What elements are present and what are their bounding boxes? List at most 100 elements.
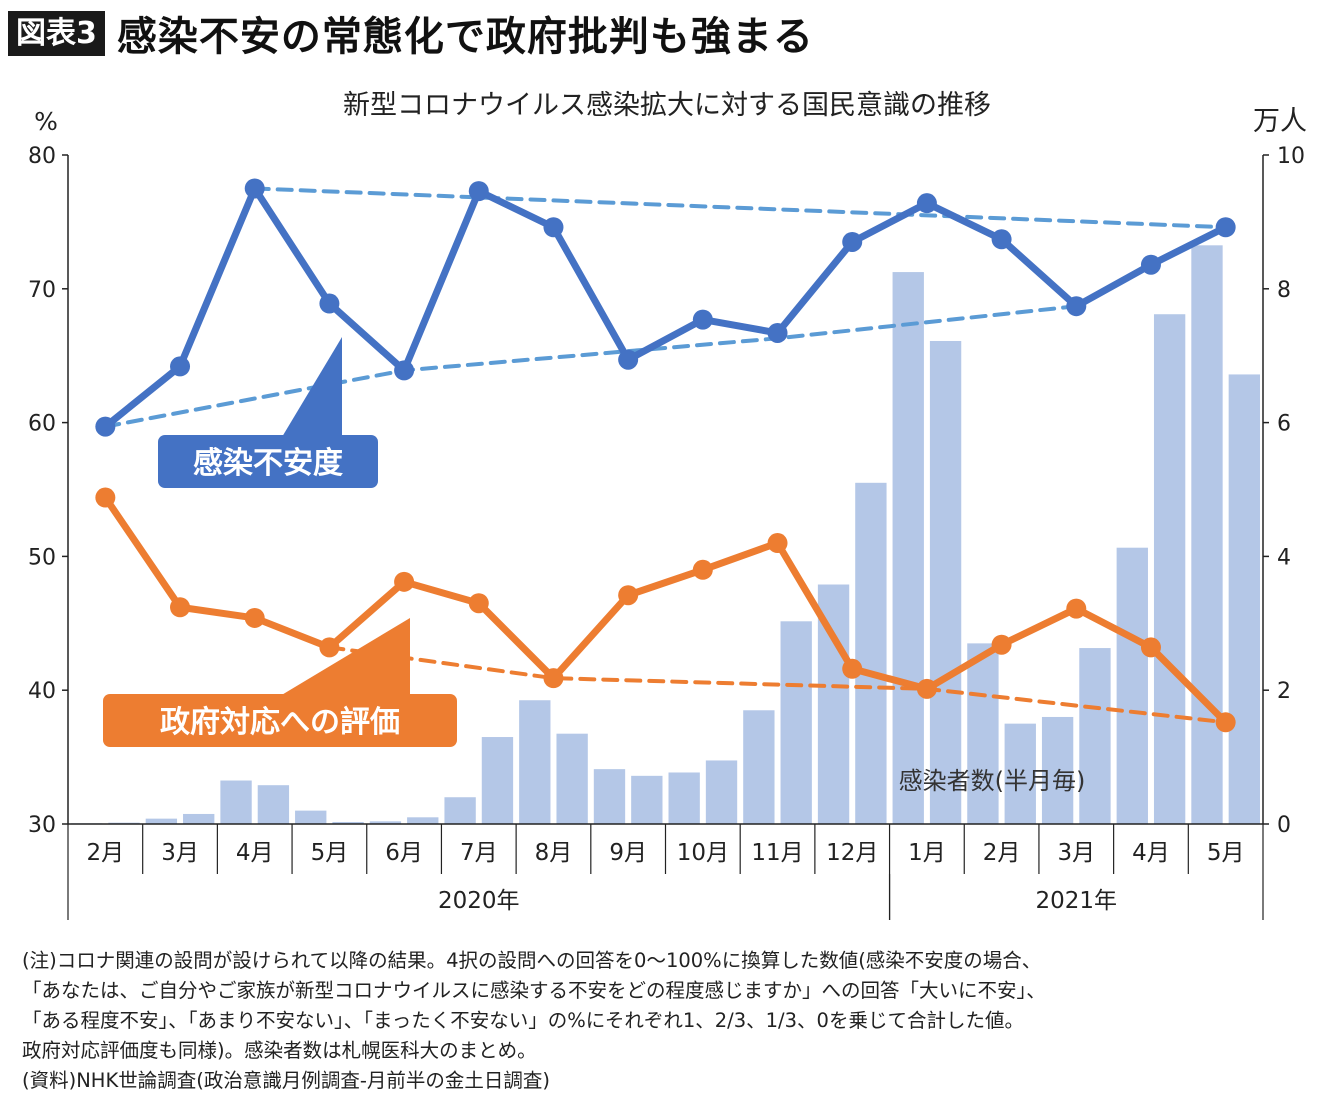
left-axis-tick-label: 30: [28, 813, 56, 838]
right-axis-tick-label: 6: [1277, 412, 1291, 437]
month-label: 6月: [385, 840, 423, 866]
left-axis-tick-label: 80: [28, 144, 56, 169]
month-label: 8月: [535, 840, 573, 866]
infection-bar: [929, 340, 962, 824]
left-axis-tick-label: 70: [28, 278, 56, 303]
series-point: [692, 559, 713, 580]
series-point: [916, 678, 937, 699]
figure-headline: 感染不安の常態化で政府批判も強まる: [116, 14, 814, 60]
infection-bar: [481, 737, 514, 824]
infection-bar: [183, 813, 215, 824]
series-point: [394, 571, 415, 592]
infection-bar: [1041, 716, 1074, 824]
infection-bar: [295, 810, 327, 824]
footnotes: (注)コロナ関連の設問が設けられて以降の結果。4択の設問への回答を0〜100%に…: [22, 946, 1322, 1096]
infection-bar: [631, 775, 663, 824]
chart-title: 新型コロナウイルス感染拡大に対する国民意識の推移: [343, 90, 991, 121]
infection-anxiety-chart: 新型コロナウイルス感染拡大に対する国民意識の推移 % 万人 3040506070…: [28, 90, 1307, 920]
series-point: [692, 309, 713, 330]
month-label: 4月: [236, 840, 274, 866]
infection-bar: [519, 700, 551, 824]
month-label: 2月: [87, 840, 125, 866]
series-point: [618, 349, 639, 370]
month-label: 5月: [1207, 840, 1245, 866]
series-point: [618, 585, 639, 606]
month-label: 9月: [609, 840, 647, 866]
month-label: 12月: [826, 840, 878, 866]
month-label: 4月: [1132, 840, 1170, 866]
month-label: 7月: [460, 840, 498, 866]
left-axis-unit: %: [34, 107, 58, 136]
series-line: [102, 495, 1229, 725]
month-label: 11月: [751, 840, 803, 866]
infection-bar: [145, 818, 178, 824]
right-axis-tick-label: 2: [1277, 679, 1291, 704]
infection-bar: [967, 643, 999, 824]
series-point: [767, 322, 788, 343]
infection-bar: [892, 272, 924, 824]
right-axis-unit: 万人: [1253, 106, 1307, 137]
right-axis-tick-label: 8: [1277, 278, 1291, 303]
evaluation-callout-pointer: [280, 618, 410, 696]
series-point: [1215, 217, 1236, 238]
anxiety-callout-label: 感染不安度: [193, 446, 343, 481]
infection-bar: [332, 821, 364, 824]
series-point: [244, 607, 265, 628]
series-point: [842, 658, 863, 679]
infection-bar: [1079, 648, 1111, 824]
series-point: [543, 668, 564, 689]
series-point: [468, 593, 489, 614]
figure-header: 図表3 感染不安の常態化で政府批判も強まる: [8, 8, 814, 60]
footnote-line: (注)コロナ関連の設問が設けられて以降の結果。4択の設問への回答を0〜100%に…: [22, 949, 1042, 972]
infection-bar: [705, 760, 738, 824]
series-point: [394, 360, 415, 381]
series-point: [1140, 254, 1161, 275]
series-point: [842, 231, 863, 252]
month-label: 3月: [161, 840, 199, 866]
evaluation-callout-box: [103, 694, 457, 747]
anxiety-callout-box: [158, 435, 378, 488]
left-axis-tick-label: 50: [28, 545, 56, 570]
trend-line: [327, 645, 1228, 725]
year-label: 2021年: [1036, 888, 1118, 914]
series-point: [170, 356, 191, 377]
series-point: [767, 533, 788, 554]
infection-bar: [1191, 245, 1223, 824]
series-point: [543, 217, 564, 238]
series-line: [103, 184, 1228, 430]
right-axis-tick-label: 0: [1277, 813, 1291, 838]
left-axis-tick-label: 60: [28, 412, 56, 437]
infection-bar: [1004, 723, 1036, 824]
footnote-line: 「あなたは、ご自分やご家族が新型コロナウイルスに感染する不安をどの程度感じますか…: [22, 979, 1046, 1002]
series-point: [170, 597, 191, 618]
anxiety-callout-pointer: [282, 337, 342, 437]
series-point: [95, 416, 116, 437]
infection-bar: [556, 733, 588, 824]
figure-number-tag: 図表3: [8, 10, 105, 56]
bars-series-label: 感染者数(半月毎): [899, 767, 1086, 795]
infection-bar: [257, 785, 290, 824]
infection-bar: [743, 710, 775, 824]
infection-bar: [1228, 374, 1260, 824]
series-point: [991, 634, 1012, 655]
series-point: [1066, 296, 1087, 317]
trend-line: [103, 304, 1079, 429]
trend-line: [252, 186, 1228, 230]
right-axis-tick-label: 4: [1277, 545, 1291, 570]
series-point: [319, 637, 340, 658]
infection-bar: [668, 772, 700, 824]
month-label: 1月: [908, 840, 946, 866]
series-point: [991, 229, 1012, 250]
month-label: 3月: [1057, 840, 1095, 866]
year-label: 2020年: [438, 888, 520, 914]
series-point: [244, 178, 265, 199]
evaluation-callout-label: 政府対応への評価: [160, 705, 400, 740]
infection-bar: [407, 817, 439, 824]
month-label: 10月: [677, 840, 729, 866]
footnote-line: 政府対応評価度も同様)。感染者数は札幌医科大のまとめ。: [22, 1039, 537, 1062]
infection-bar: [780, 621, 812, 824]
infection-bar: [855, 482, 887, 824]
month-label: 5月: [311, 840, 349, 866]
infection-bar: [593, 769, 626, 824]
series-point: [319, 293, 340, 314]
